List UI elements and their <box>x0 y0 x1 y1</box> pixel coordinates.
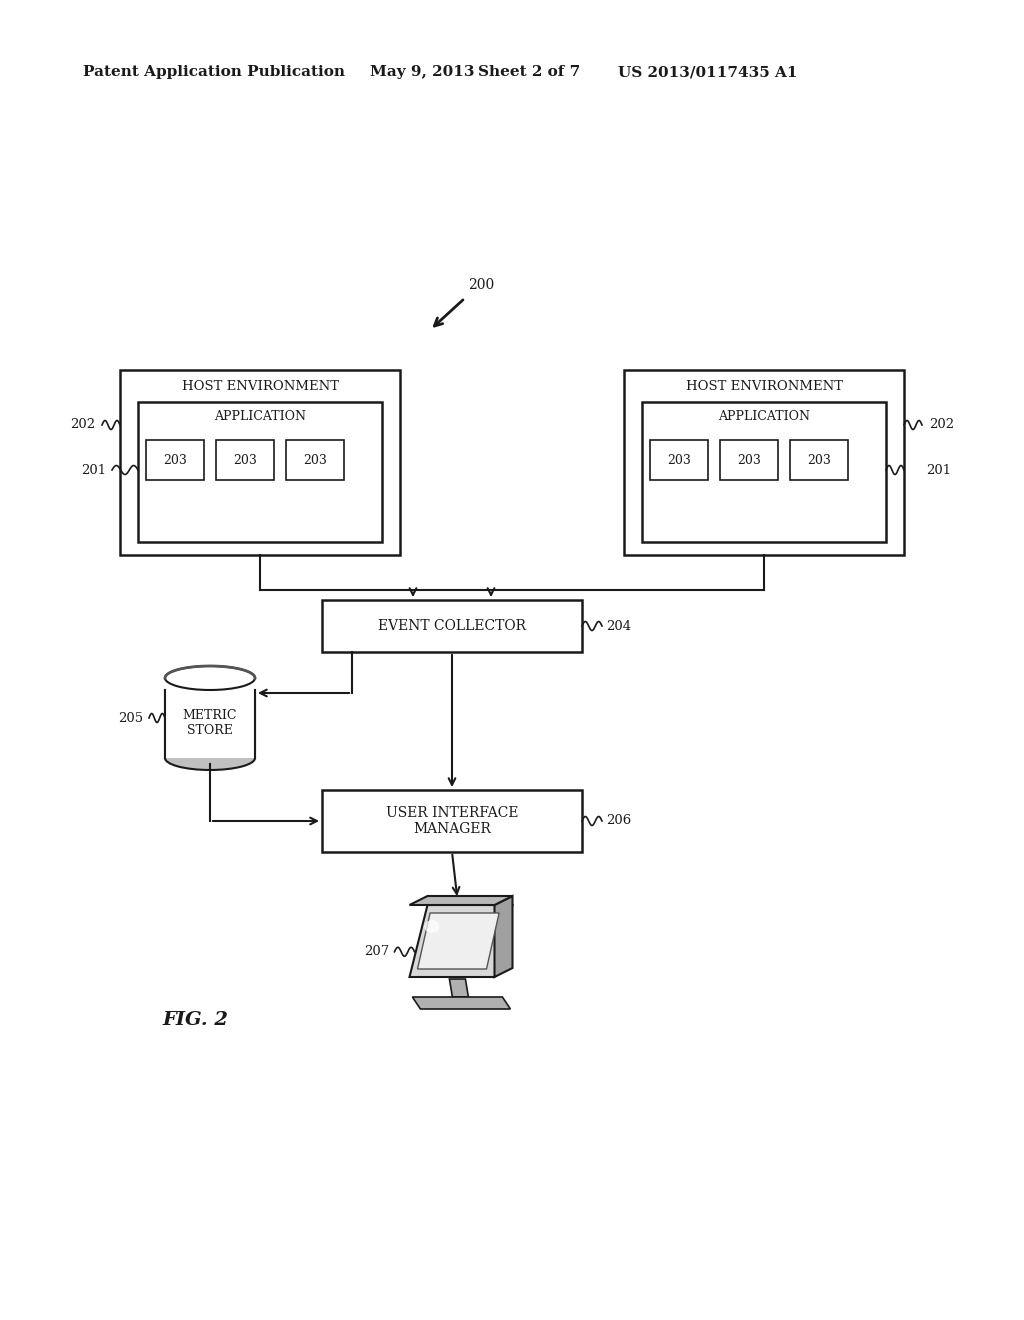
Text: 203: 203 <box>303 454 327 466</box>
Text: 201: 201 <box>81 463 106 477</box>
Text: 207: 207 <box>365 945 389 958</box>
Text: 201: 201 <box>926 463 951 477</box>
Text: May 9, 2013: May 9, 2013 <box>370 65 474 79</box>
Text: EVENT COLLECTOR: EVENT COLLECTOR <box>378 619 526 634</box>
Text: APPLICATION: APPLICATION <box>718 409 810 422</box>
Ellipse shape <box>424 920 439 933</box>
Bar <box>165 690 255 758</box>
Bar <box>790 440 848 480</box>
Polygon shape <box>450 979 468 997</box>
Bar <box>146 440 204 480</box>
Bar <box>322 789 582 851</box>
Bar <box>286 440 344 480</box>
Text: 203: 203 <box>233 454 257 466</box>
Text: METRIC
STORE: METRIC STORE <box>182 709 238 737</box>
Text: 204: 204 <box>606 619 631 632</box>
Bar <box>120 370 400 554</box>
Text: 203: 203 <box>667 454 691 466</box>
Bar <box>322 601 582 652</box>
Text: Sheet 2 of 7: Sheet 2 of 7 <box>478 65 581 79</box>
Text: 203: 203 <box>807 454 830 466</box>
Bar <box>720 440 778 480</box>
Text: 203: 203 <box>163 454 187 466</box>
Text: 200: 200 <box>468 279 495 292</box>
Bar <box>650 440 708 480</box>
Text: Patent Application Publication: Patent Application Publication <box>83 65 345 79</box>
Bar <box>138 403 382 543</box>
Text: USER INTERFACE
MANAGER: USER INTERFACE MANAGER <box>386 807 518 836</box>
Bar <box>642 403 886 543</box>
Polygon shape <box>495 896 512 977</box>
Ellipse shape <box>165 746 255 770</box>
Text: 203: 203 <box>737 454 761 466</box>
Text: US 2013/0117435 A1: US 2013/0117435 A1 <box>618 65 798 79</box>
Polygon shape <box>410 906 512 977</box>
Text: 202: 202 <box>929 418 954 432</box>
Bar <box>624 370 904 554</box>
Bar <box>216 440 274 480</box>
Polygon shape <box>410 896 512 906</box>
Text: APPLICATION: APPLICATION <box>214 409 306 422</box>
Text: 205: 205 <box>118 711 143 725</box>
Text: 202: 202 <box>70 418 95 432</box>
Text: FIG. 2: FIG. 2 <box>162 1011 228 1030</box>
Text: HOST ENVIRONMENT: HOST ENVIRONMENT <box>181 380 339 392</box>
Text: HOST ENVIRONMENT: HOST ENVIRONMENT <box>685 380 843 392</box>
Polygon shape <box>418 913 499 969</box>
Polygon shape <box>413 997 510 1008</box>
Text: 206: 206 <box>606 814 631 828</box>
Ellipse shape <box>165 667 255 690</box>
